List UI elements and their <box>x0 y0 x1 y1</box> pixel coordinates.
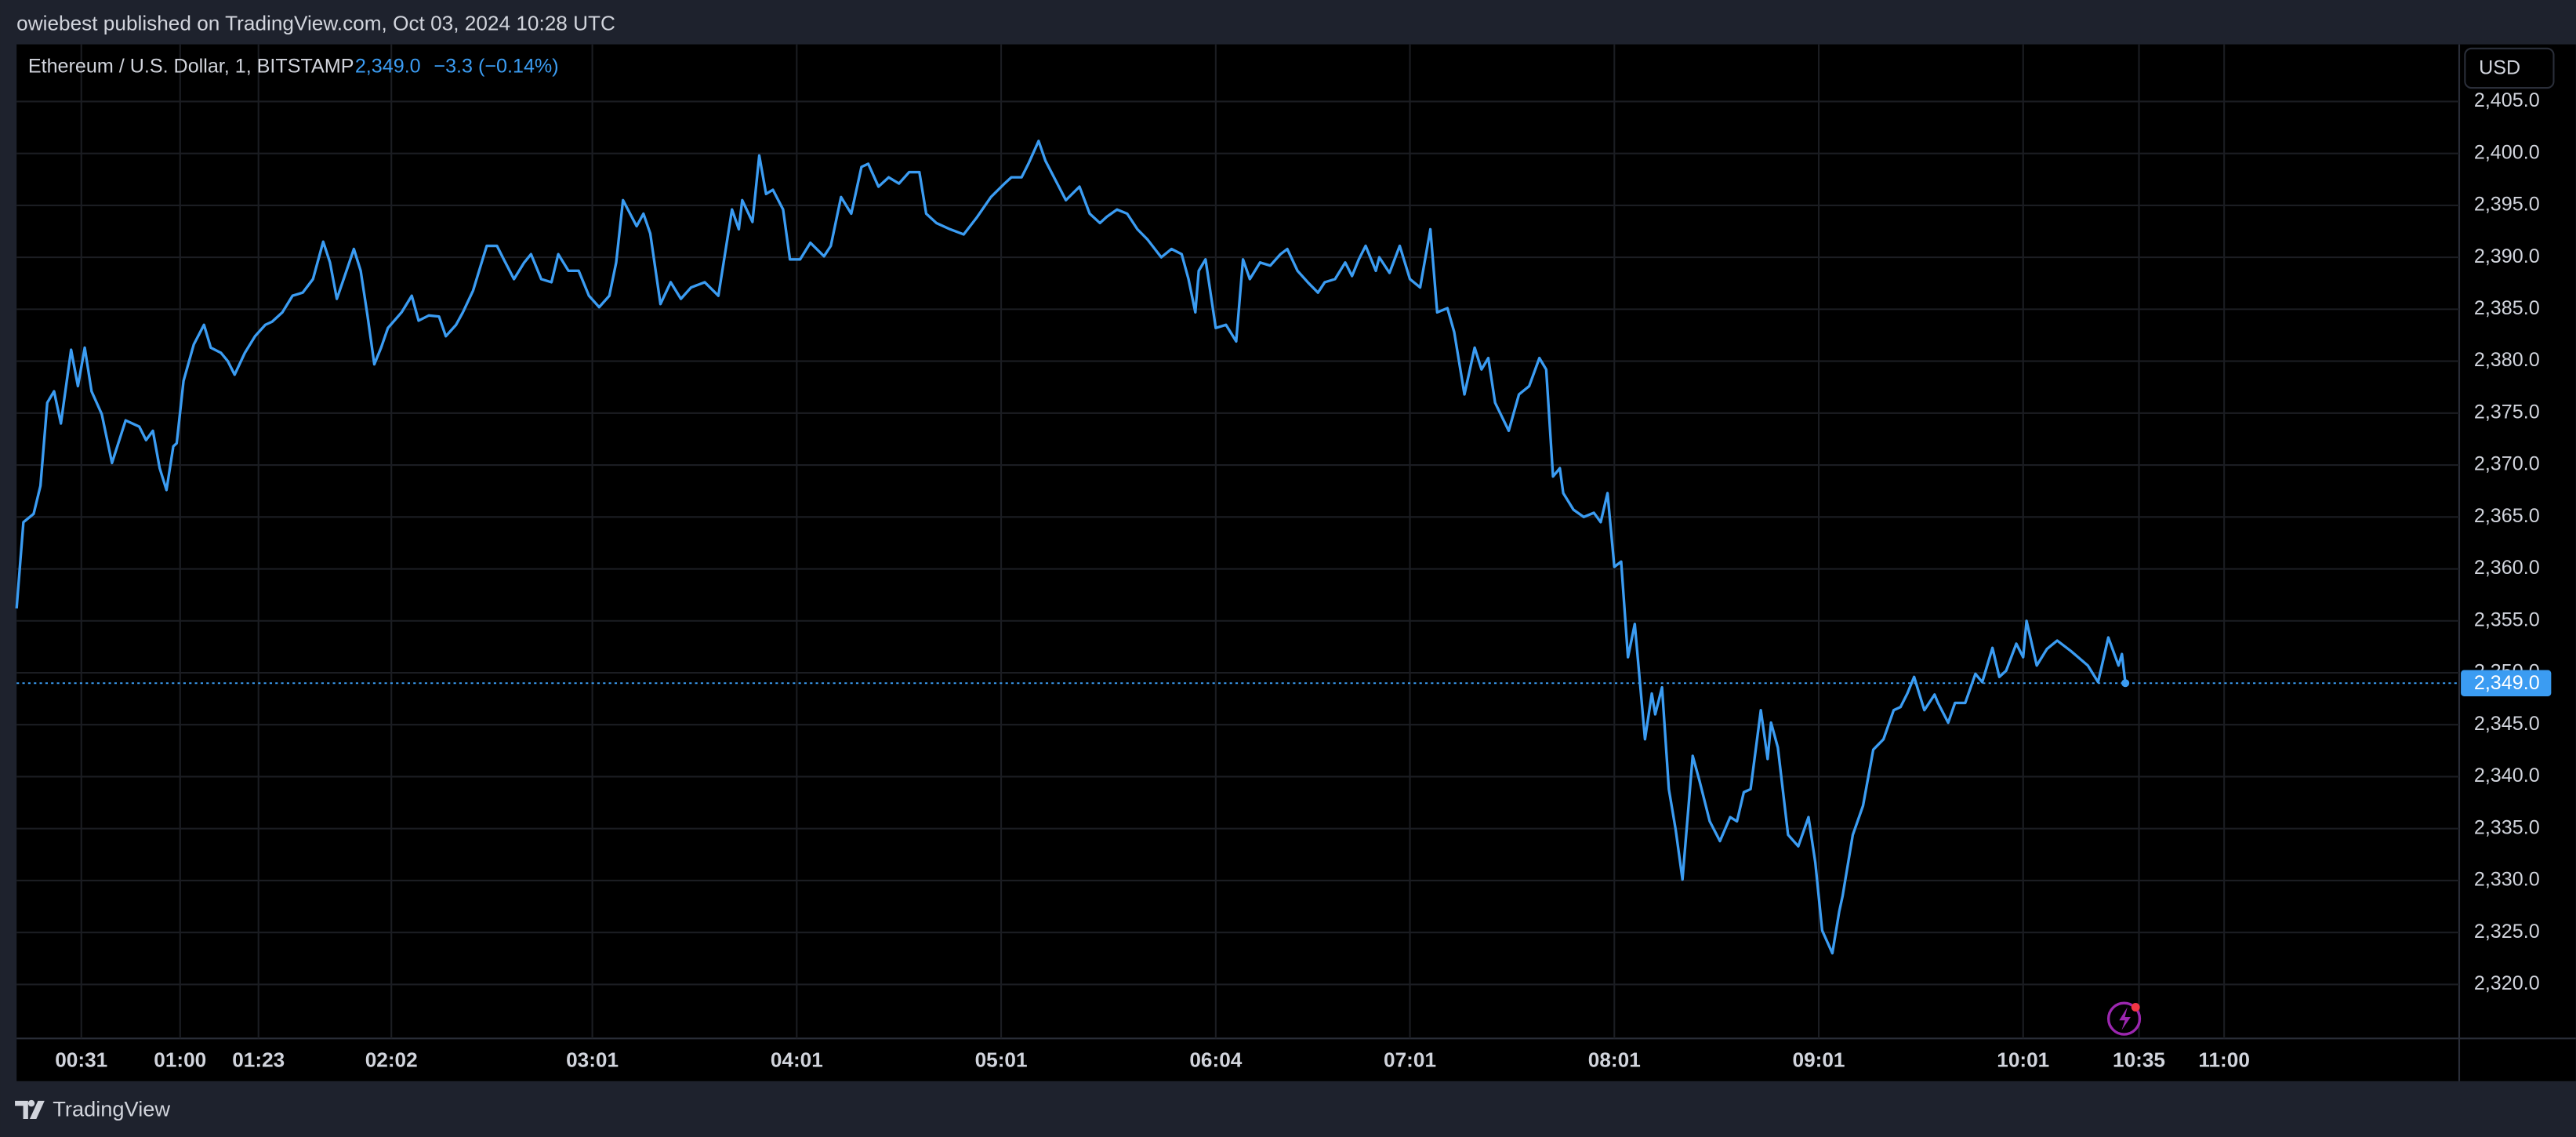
currency[interactable]: USD <box>2479 57 2520 79</box>
currency-button[interactable] <box>2464 47 2555 89</box>
plot <box>15 140 2460 955</box>
last-point <box>2121 679 2130 688</box>
chart-pane <box>16 44 2576 1081</box>
x-tick-label: 02:02 <box>365 1048 418 1072</box>
last-price-tag <box>2461 670 2552 697</box>
y-tick-label: 2,340.0 <box>2474 765 2540 786</box>
y-tick-label: 2,370.0 <box>2474 453 2540 475</box>
y-tick-label: 2,345.0 <box>2474 713 2540 735</box>
y-tick-label: 2,325.0 <box>2474 921 2540 943</box>
y-tick-label: 2,405.0 <box>2474 89 2540 111</box>
grid <box>16 44 2460 1039</box>
y-tick-label: 2,375.0 <box>2474 401 2540 423</box>
alert-icon[interactable] <box>2106 1001 2142 1036</box>
last-price: 2,349.0 <box>355 56 421 78</box>
x-tick-label: 01:00 <box>154 1048 206 1072</box>
x-tick-label: 08:01 <box>1588 1048 1641 1072</box>
x-tick-label: 10:35 <box>2113 1048 2165 1072</box>
price-change: −3.3 (−0.14%) <box>434 56 558 78</box>
y-tick-label: 2,355.0 <box>2474 608 2540 630</box>
y-tick-label: 2,400.0 <box>2474 141 2540 163</box>
y-tick-label: 2,335.0 <box>2474 816 2540 838</box>
y-tick-label: 2,365.0 <box>2474 505 2540 527</box>
price-line-series <box>15 140 2127 955</box>
x-tick-label: 04:01 <box>771 1048 823 1072</box>
y-tick-label: 2,385.0 <box>2474 297 2540 319</box>
brand: TradingView <box>53 1097 170 1121</box>
x-tick-label: 09:01 <box>1793 1048 1845 1072</box>
x-tick-label: 00:31 <box>55 1048 107 1072</box>
x-tick-label: 06:04 <box>1189 1048 1242 1072</box>
x-tick-label: 07:01 <box>1384 1048 1436 1072</box>
x-tick-label: 05:01 <box>975 1048 1028 1072</box>
y-tick-label: 2,380.0 <box>2474 349 2540 371</box>
symbol: Ethereum / U.S. Dollar, 1, BITSTAMP <box>28 56 354 78</box>
last-price-tag-label: 2,349.0 <box>2474 672 2540 694</box>
y-tick-label: 2,320.0 <box>2474 972 2540 994</box>
x-tick-label: 03:01 <box>566 1048 619 1072</box>
x-tick-label: 11:00 <box>2198 1048 2250 1072</box>
publisher-line: owiebest published on TradingView.com, O… <box>16 11 615 35</box>
x-tick-label: 10:01 <box>1997 1048 2049 1072</box>
y-tick-label: 2,390.0 <box>2474 245 2540 267</box>
y-tick-label: 2,395.0 <box>2474 194 2540 216</box>
y-tick-label: 2,360.0 <box>2474 557 2540 579</box>
brand-logo <box>15 1099 45 1119</box>
labels: 2,320.0 2,325.0 2,330.0 2,335.0 2,340.0 2,345… <box>55 89 2552 1072</box>
x-tick-label: 01:23 <box>232 1048 285 1072</box>
y-tick-label: 2,330.0 <box>2474 869 2540 891</box>
